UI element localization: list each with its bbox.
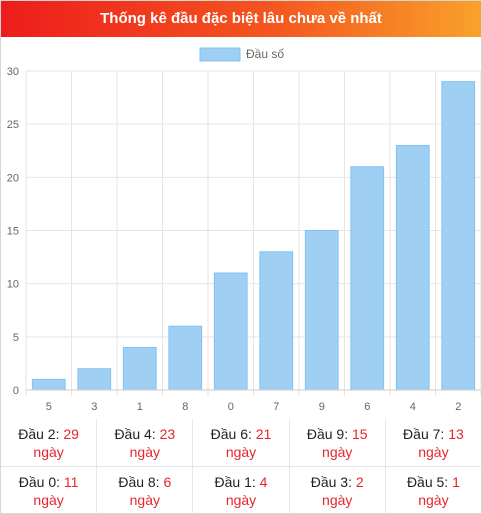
stat-value: 2 — [355, 474, 364, 490]
stat-cell: Đầu 4: 23 ngày — [96, 419, 192, 466]
stat-cell: Đầu 6: 21 ngày — [192, 419, 288, 466]
y-tick-label: 15 — [7, 226, 19, 238]
x-tick-label: 5 — [46, 401, 52, 413]
stat-cell: Đầu 8: 6 ngày — [96, 467, 192, 514]
stat-cell: Đầu 9: 15 ngày — [288, 419, 385, 466]
stat-label: Đầu 8: — [118, 474, 160, 490]
stat-value: 11 — [63, 474, 79, 490]
stat-unit: ngày — [418, 444, 449, 460]
stat-cell: Đầu 5: 1 ngày — [384, 467, 481, 514]
stat-cell: Đầu 7: 13 ngày — [384, 419, 481, 466]
stat-label: Đầu 7: — [403, 426, 445, 442]
stat-label: Đầu 6: — [210, 426, 252, 442]
legend-swatch — [199, 47, 241, 62]
stat-unit: ngày — [322, 444, 353, 460]
page-title: Thống kê đầu đặc biệt lâu chưa về nhất — [1, 1, 481, 37]
y-tick-label: 5 — [13, 332, 19, 344]
bar[interactable] — [31, 378, 66, 391]
stats-row-1: Đầu 2: 29 ngày Đầu 4: 23 ngày Đầu 6: 21 … — [1, 419, 481, 466]
stat-label: Đầu 1: — [214, 474, 256, 490]
bar-chart: 0 5 10 15 20 25 30 5 3 1 8 0 7 9 6 4 2 Đầu số — [1, 37, 481, 419]
y-tick-label: 30 — [7, 66, 19, 78]
x-tick-label: 1 — [137, 401, 143, 413]
stat-unit: ngày — [33, 444, 64, 460]
stat-label: Đầu 2: — [18, 426, 60, 442]
y-axis: 0 5 10 15 20 25 30 — [7, 66, 19, 397]
stat-unit: ngày — [322, 492, 353, 508]
stat-value: 21 — [255, 426, 272, 442]
chart-bars — [31, 81, 476, 391]
x-axis: 5 3 1 8 0 7 9 6 4 2 — [26, 389, 481, 413]
legend[interactable]: Đầu số — [199, 47, 284, 62]
stat-value: 6 — [163, 474, 172, 490]
stat-value: 29 — [63, 426, 79, 442]
stat-value: 23 — [159, 426, 176, 442]
x-tick-label: 0 — [228, 401, 234, 413]
stat-unit: ngày — [225, 444, 257, 460]
bar[interactable] — [259, 251, 294, 391]
bar[interactable] — [350, 166, 385, 391]
chart-canvas: 0 5 10 15 20 25 30 5 3 1 8 0 7 9 6 4 2 Đầu số — [7, 47, 481, 413]
x-tick-label: 9 — [319, 401, 325, 413]
x-tick-label: 3 — [91, 401, 97, 413]
y-tick-label: 10 — [7, 279, 19, 291]
bar[interactable] — [441, 81, 476, 391]
bar[interactable] — [122, 346, 157, 391]
y-tick-label: 25 — [7, 119, 19, 131]
stat-value: 15 — [351, 426, 368, 442]
x-tick-label: 4 — [410, 401, 416, 413]
x-tick-label: 6 — [364, 401, 370, 413]
bar[interactable] — [395, 144, 430, 391]
stat-label: Đầu 3: — [310, 474, 352, 490]
stat-label: Đầu 9: — [306, 426, 349, 442]
stat-value: 1 — [452, 474, 460, 490]
x-tick-label: 2 — [455, 401, 461, 413]
x-tick-label: 7 — [273, 401, 279, 413]
stat-value: 13 — [448, 426, 464, 442]
chart-grid — [25, 70, 481, 396]
stat-cell: Đầu 2: 29 ngày — [1, 419, 96, 466]
y-tick-label: 0 — [13, 385, 19, 397]
stat-label: Đầu 5: — [406, 474, 449, 490]
bar[interactable] — [168, 325, 203, 391]
stat-cell: Đầu 3: 2 ngày — [288, 467, 385, 514]
y-tick-label: 20 — [7, 172, 19, 184]
stat-value: 4 — [259, 474, 268, 490]
stat-cell: Đầu 0: 11 ngày — [1, 467, 96, 514]
stat-unit: ngày — [129, 444, 160, 460]
stats-table: Đầu 2: 29 ngày Đầu 4: 23 ngày Đầu 6: 21 … — [1, 419, 481, 514]
stat-label: Đầu 4: — [114, 426, 156, 442]
bar[interactable] — [213, 272, 248, 391]
stat-unit: ngày — [418, 492, 449, 508]
bar[interactable] — [77, 368, 112, 391]
stat-unit: ngày — [33, 492, 64, 508]
stat-label: Đầu 0: — [18, 474, 60, 490]
bar[interactable] — [304, 230, 339, 391]
x-tick-label: 8 — [182, 401, 188, 413]
legend-label: Đầu số — [246, 47, 284, 61]
stat-unit: ngày — [129, 492, 160, 508]
stat-cell: Đầu 1: 4 ngày — [192, 467, 288, 514]
stats-row-2: Đầu 0: 11 ngày Đầu 8: 6 ngày Đầu 1: 4 ng… — [1, 466, 481, 514]
stat-unit: ngày — [225, 492, 257, 508]
